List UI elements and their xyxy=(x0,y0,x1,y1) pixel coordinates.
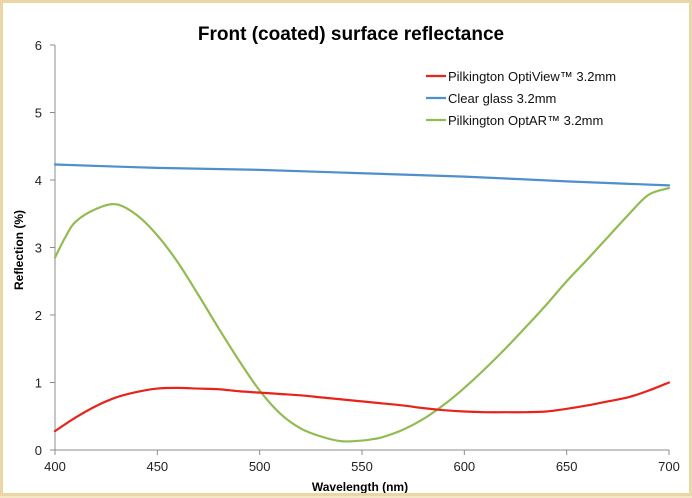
legend-label: Pilkington OptiView™ 3.2mm xyxy=(448,69,616,84)
legend-label: Clear glass 3.2mm xyxy=(448,91,556,106)
x-tick-label: 400 xyxy=(44,459,66,474)
x-tick-label: 700 xyxy=(658,459,680,474)
x-axis-title: Wavelength (nm) xyxy=(312,480,408,493)
series-lines xyxy=(53,163,671,443)
x-tick-label: 600 xyxy=(453,459,475,474)
y-tick-label: 0 xyxy=(35,443,42,458)
y-tick-label: 1 xyxy=(35,376,42,391)
y-tick-label: 2 xyxy=(35,308,42,323)
reflectance-chart: Front (coated) surface reflectance Refle… xyxy=(12,24,680,494)
y-tick-label: 4 xyxy=(35,173,42,188)
x-tick-label: 550 xyxy=(351,459,373,474)
series-line-0 xyxy=(53,381,671,433)
x-tick-label: 650 xyxy=(556,459,578,474)
y-tick-label: 3 xyxy=(35,241,42,256)
legend: Pilkington OptiView™ 3.2mm Clear glass 3.… xyxy=(426,69,616,128)
y-tick-label: 5 xyxy=(35,106,42,121)
y-axis-title: Reflection (%) xyxy=(12,210,26,290)
chart-title: Front (coated) surface reflectance xyxy=(198,24,504,45)
series-line-1 xyxy=(53,163,671,187)
legend-label: Pilkington OptAR™ 3.2mm xyxy=(448,113,603,128)
series-line-2 xyxy=(53,187,671,443)
x-tick-label: 500 xyxy=(249,459,271,474)
axes: 0 1 2 3 4 5 6 400 450 500 550 600 650 700 xyxy=(35,38,680,474)
y-tick-label: 6 xyxy=(35,38,42,53)
x-tick-label: 450 xyxy=(146,459,168,474)
